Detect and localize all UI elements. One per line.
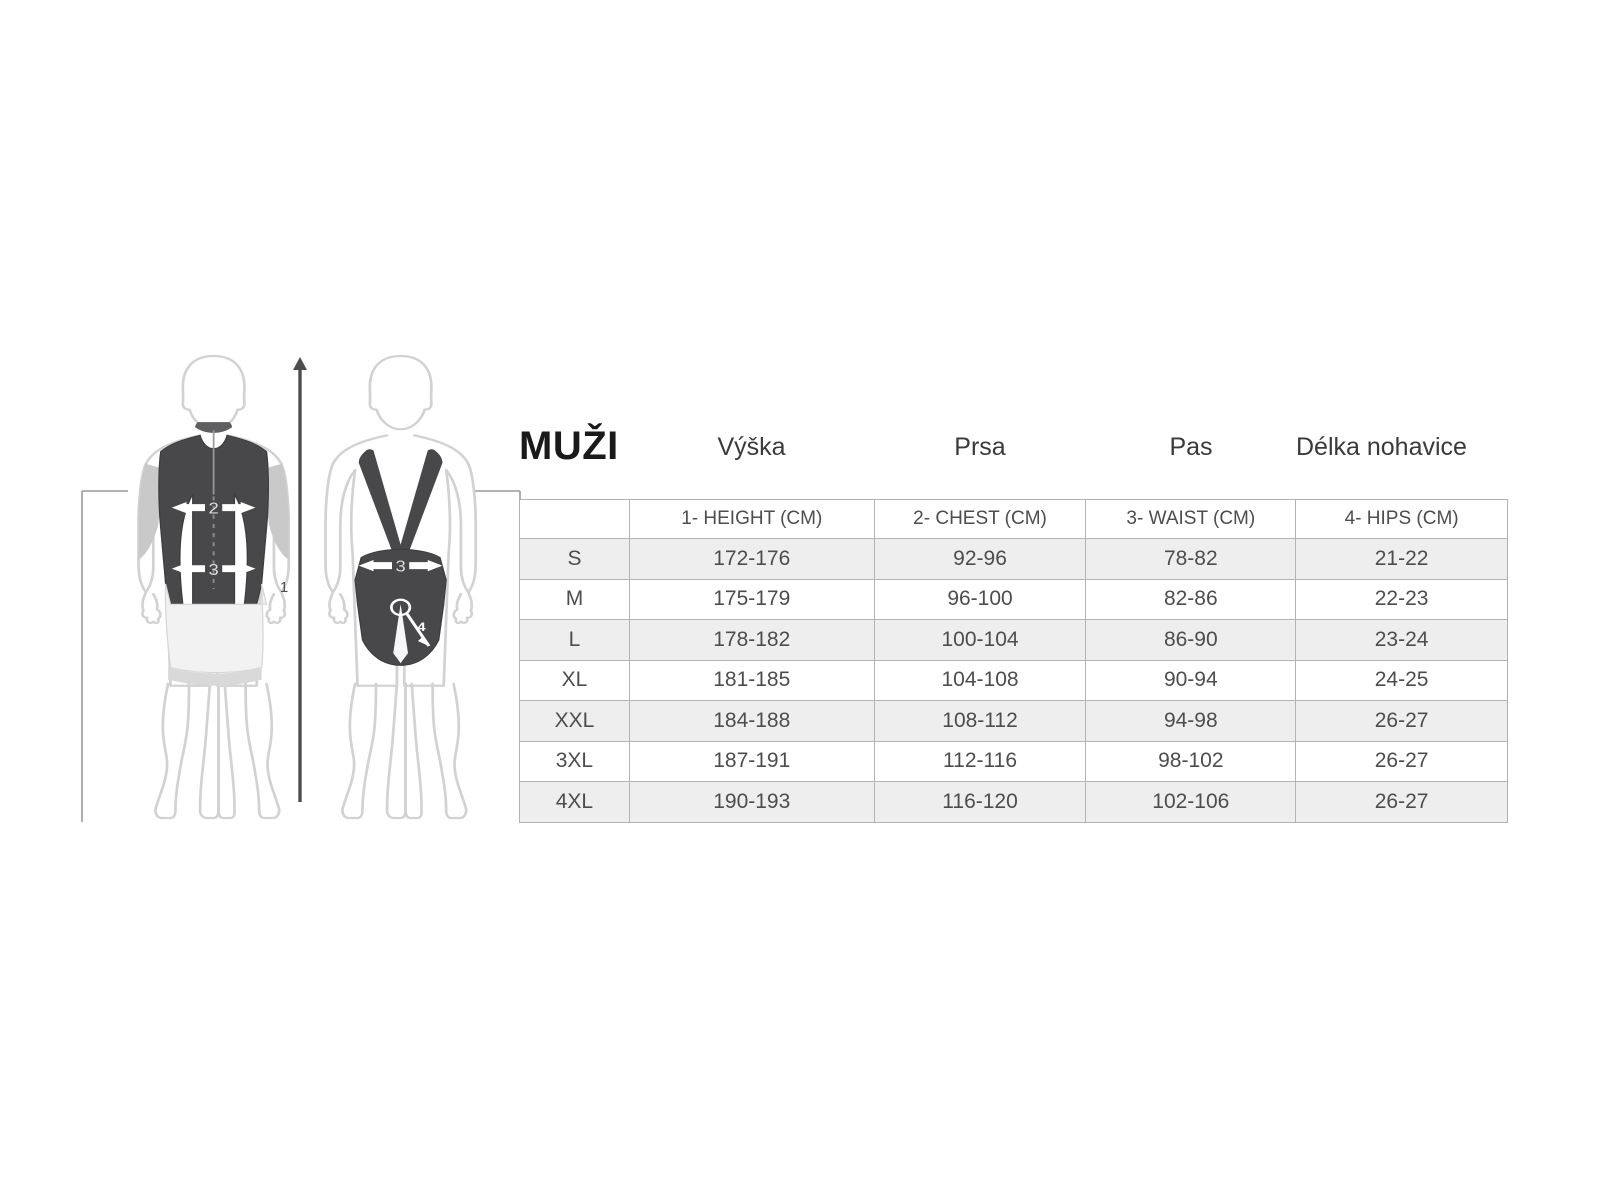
svg-text:4: 4 (417, 620, 426, 634)
svg-text:3: 3 (208, 561, 218, 578)
svg-text:2: 2 (208, 500, 218, 517)
svg-text:3: 3 (395, 558, 405, 575)
svg-text:1: 1 (280, 579, 288, 596)
